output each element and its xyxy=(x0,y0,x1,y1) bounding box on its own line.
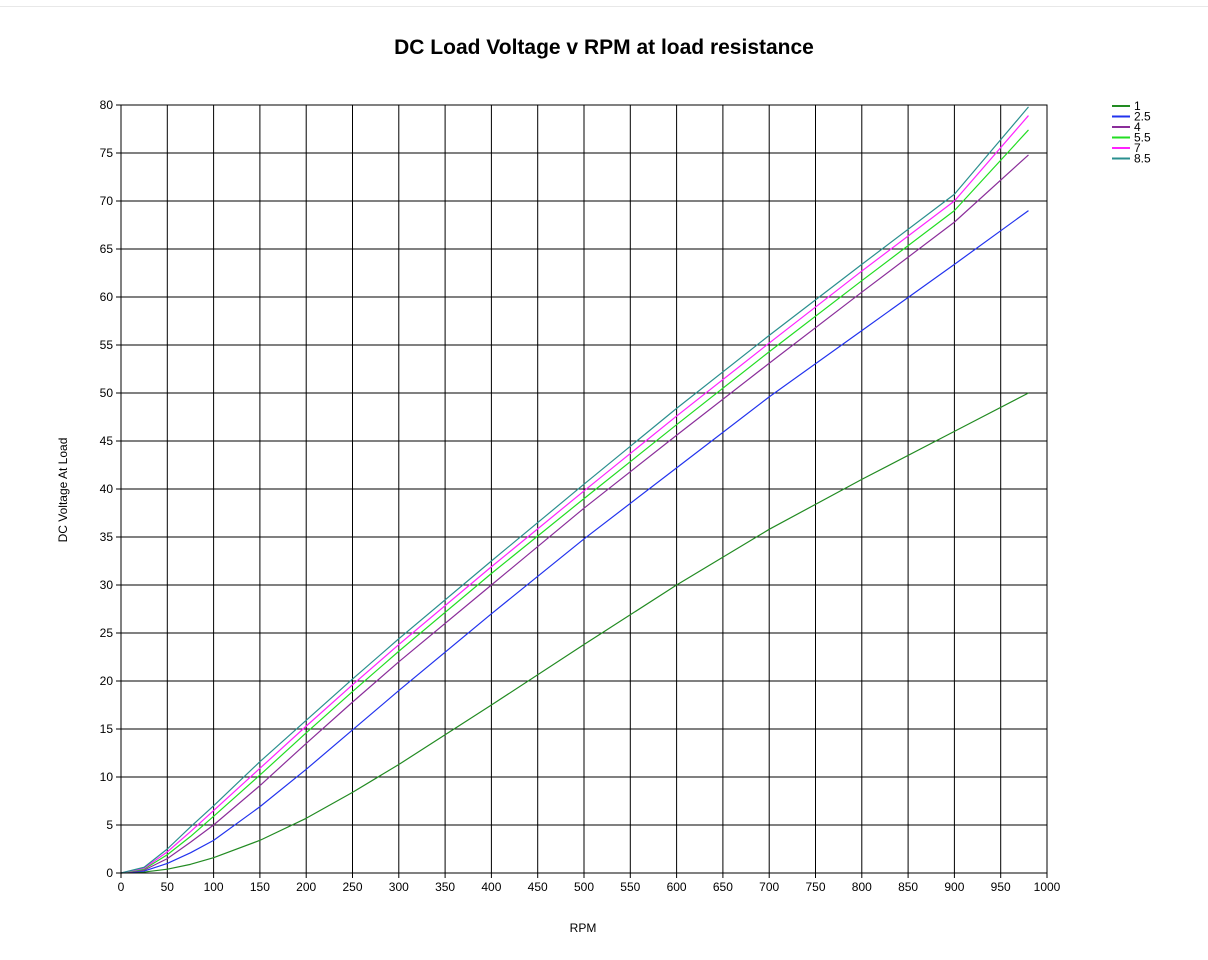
top-divider xyxy=(0,6,1208,7)
series-layer xyxy=(120,106,1029,874)
legend: 12.545.578.5 xyxy=(1112,99,1151,166)
x-tick-label: 150 xyxy=(250,880,270,894)
y-tick-label: 80 xyxy=(100,98,114,112)
y-tick-label: 5 xyxy=(106,818,113,832)
x-axis-title: RPM xyxy=(570,921,597,935)
x-tick-label: 300 xyxy=(389,880,409,894)
x-tick-label: 1000 xyxy=(1034,880,1061,894)
x-tick-label: 350 xyxy=(435,880,455,894)
x-tick-label: 750 xyxy=(805,880,825,894)
y-tick-label: 60 xyxy=(100,290,114,304)
x-tick-label: 50 xyxy=(161,880,175,894)
y-tick-label: 20 xyxy=(100,674,114,688)
legend-label-1: 1 xyxy=(1134,99,1141,113)
chart-title: DC Load Voltage v RPM at load resistance xyxy=(394,36,814,59)
x-tick-label: 450 xyxy=(528,880,548,894)
legend-label-8.5: 8.5 xyxy=(1134,152,1151,166)
y-tick-label: 25 xyxy=(100,626,114,640)
series-line-8.5 xyxy=(120,106,1029,874)
x-tick-label: 650 xyxy=(713,880,733,894)
y-tick-label: 75 xyxy=(100,146,114,160)
y-tick-label: 70 xyxy=(100,194,114,208)
x-tick-label: 850 xyxy=(898,880,918,894)
x-tick-label: 400 xyxy=(481,880,501,894)
y-tick-label: 35 xyxy=(100,530,114,544)
series-line-1 xyxy=(120,392,1029,874)
y-tick-label: 40 xyxy=(100,482,114,496)
y-tick-label: 55 xyxy=(100,338,114,352)
x-tick-label: 600 xyxy=(667,880,687,894)
legend-label-5.5: 5.5 xyxy=(1134,131,1151,145)
y-tick-label: 50 xyxy=(100,386,114,400)
legend-label-2.5: 2.5 xyxy=(1134,110,1151,124)
legend-label-7: 7 xyxy=(1134,141,1141,155)
x-tick-label: 200 xyxy=(296,880,316,894)
x-tick-label: 550 xyxy=(620,880,640,894)
series-line-2.5 xyxy=(120,210,1029,874)
y-tick-label: 0 xyxy=(106,866,113,880)
grid xyxy=(120,104,1048,874)
series-line-4 xyxy=(120,154,1029,874)
x-tick-label: 700 xyxy=(759,880,779,894)
x-tick-label: 500 xyxy=(574,880,594,894)
x-tick-label: 950 xyxy=(991,880,1011,894)
y-tick-label: 45 xyxy=(100,434,114,448)
y-axis-ticks: 0 5 10 15 20 25 30 35 40 45 50 55 60 65 70 75 80 xyxy=(100,98,121,880)
x-axis-ticks: 0 50 100 150 200 250 300 350 400 450 500 550 600 650 7… xyxy=(118,873,1061,894)
y-tick-label: 30 xyxy=(100,578,114,592)
y-axis-title: DC Voltage At Load xyxy=(56,438,70,543)
x-tick-label: 800 xyxy=(852,880,872,894)
series-line-5.5 xyxy=(120,129,1029,874)
x-tick-label: 900 xyxy=(944,880,964,894)
legend-label-4: 4 xyxy=(1134,120,1141,134)
x-tick-label: 0 xyxy=(118,880,125,894)
y-tick-label: 15 xyxy=(100,722,114,736)
series-line-7 xyxy=(120,115,1029,874)
x-tick-label: 100 xyxy=(204,880,224,894)
y-tick-label: 65 xyxy=(100,242,114,256)
x-tick-label: 250 xyxy=(342,880,362,894)
y-tick-label: 10 xyxy=(100,770,114,784)
